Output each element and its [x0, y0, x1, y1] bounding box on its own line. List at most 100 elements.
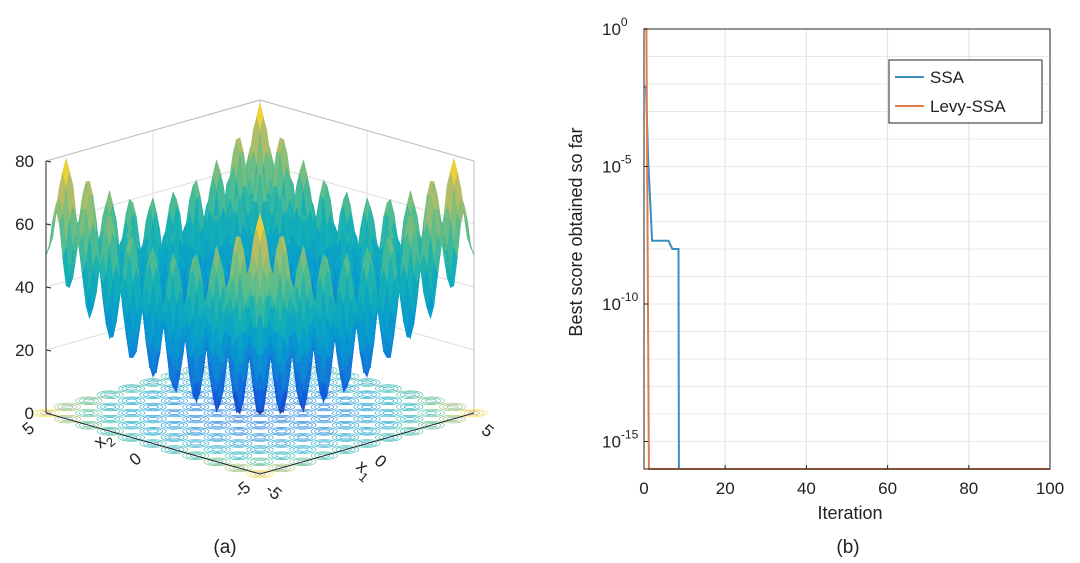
contour-ring — [361, 429, 373, 434]
contour-ring — [75, 396, 103, 405]
contour-ring — [139, 378, 167, 387]
contour-ring — [374, 396, 402, 405]
contour-ring — [417, 408, 445, 418]
contour-ring — [96, 390, 124, 399]
contour-ring — [75, 421, 103, 430]
contour-ring — [96, 427, 124, 436]
contour-ring — [442, 403, 463, 411]
contour-ring — [382, 386, 395, 391]
contour-ring — [225, 414, 253, 424]
contour-ring — [164, 422, 185, 429]
contour-ring — [396, 414, 424, 424]
contour-ring — [314, 440, 335, 447]
contour-ring — [225, 463, 253, 473]
contour-ring — [168, 411, 181, 415]
contour-ring — [78, 397, 99, 404]
x1-tick-label: -5 — [262, 480, 286, 504]
contour-ring — [211, 423, 224, 428]
contour-ring — [357, 415, 377, 423]
contour-ring — [464, 409, 484, 417]
contour-ring — [189, 441, 202, 446]
contour-ring — [254, 447, 266, 452]
contour-ring — [292, 458, 313, 465]
contour-ring — [182, 402, 210, 412]
contour-ring — [378, 422, 399, 429]
contour-ring — [100, 415, 121, 423]
contour-ring — [96, 414, 124, 424]
contour-ring — [53, 414, 81, 424]
contour-ring — [168, 447, 181, 452]
contour-ring — [100, 428, 121, 435]
contour-ring — [339, 447, 352, 452]
contour-ring — [332, 396, 360, 405]
contour-ring — [357, 391, 377, 398]
contour-ring — [61, 417, 74, 422]
contour-ring — [185, 452, 206, 459]
contour-ring — [289, 457, 317, 466]
contour-ring — [203, 421, 231, 430]
contour-ring — [147, 429, 159, 434]
contour-ring — [353, 414, 381, 424]
contour-ring — [361, 441, 373, 446]
contour-ring — [318, 417, 331, 422]
contour-ring — [332, 408, 360, 418]
contour-ring — [211, 435, 224, 440]
contour-ring — [421, 397, 442, 404]
contour-ring — [396, 402, 424, 412]
contour-ring — [374, 421, 402, 430]
contour-ring — [310, 451, 338, 460]
contour-ring — [446, 404, 459, 409]
contour-ring — [374, 408, 402, 418]
contour-ring — [125, 398, 138, 403]
contour-ring — [228, 452, 249, 459]
contour-ring — [310, 439, 338, 448]
contour-ring — [61, 404, 74, 409]
contour-ring — [121, 409, 142, 417]
contour-ring — [118, 396, 146, 405]
contour-ring — [57, 403, 78, 411]
contour-ring — [189, 429, 202, 434]
contour-ring — [121, 385, 142, 392]
contour-ring — [275, 429, 288, 434]
contour-ring — [314, 452, 335, 459]
contour-ring — [125, 435, 138, 440]
contour-ring — [399, 403, 420, 411]
x2-tick-label: -5 — [231, 478, 255, 502]
contour-ring — [147, 392, 159, 397]
contour-ring — [147, 441, 159, 446]
contour-ring — [314, 403, 335, 411]
contour-ring — [100, 403, 121, 411]
z-tick-mark — [45, 286, 52, 289]
x1-axis-label: x1 — [349, 456, 378, 486]
contour-ring — [118, 408, 146, 418]
contour-ring — [267, 451, 295, 460]
contour-ring — [232, 429, 245, 434]
contour-ring — [254, 435, 266, 440]
contour-ring — [160, 396, 188, 405]
contour-ring — [143, 428, 163, 435]
contour-ring — [228, 440, 249, 447]
contour-ring — [207, 458, 228, 465]
contour-ring — [353, 390, 381, 399]
contour-ring — [232, 417, 245, 422]
contour-ring — [335, 434, 356, 441]
contour-ring — [403, 392, 416, 397]
contour-ring — [164, 397, 185, 404]
contour-ring — [382, 398, 395, 403]
contour-ring — [225, 439, 253, 448]
contour-ring — [396, 390, 424, 399]
contour-ring — [289, 445, 317, 454]
contour-ring — [143, 379, 163, 386]
contour-ring — [250, 434, 270, 441]
contour-ring — [203, 433, 231, 442]
contour-ring — [361, 392, 373, 397]
contour-ring — [246, 433, 274, 442]
contour-ring — [139, 402, 167, 412]
contour-ring — [417, 421, 445, 430]
contour-ring — [275, 417, 288, 422]
contour-ring — [143, 415, 163, 423]
contour-ring — [425, 423, 438, 428]
contour-ring — [96, 402, 124, 412]
contour-ring — [382, 423, 395, 428]
